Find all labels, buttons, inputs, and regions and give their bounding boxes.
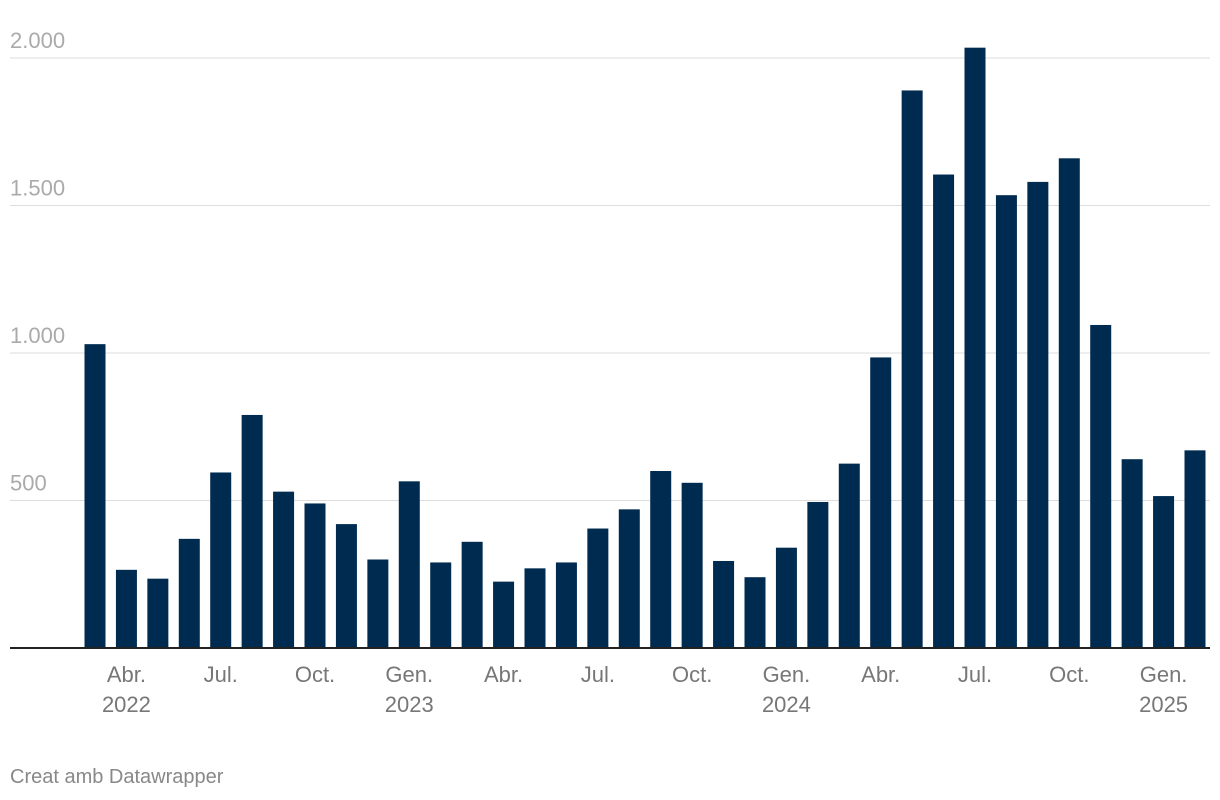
bar xyxy=(178,538,200,648)
x-tick-label: Gen. xyxy=(763,662,811,687)
bar xyxy=(524,568,546,648)
x-tick-label: Abr. xyxy=(484,662,523,687)
x-tick-label: Jul. xyxy=(581,662,615,687)
bar xyxy=(807,501,829,648)
bar xyxy=(493,581,515,648)
bar xyxy=(1058,158,1080,649)
bar xyxy=(210,472,232,648)
bar xyxy=(713,560,735,648)
x-tick-label: Abr. xyxy=(861,662,900,687)
bar xyxy=(84,344,106,648)
bar xyxy=(870,357,892,648)
footer: Creat amb Datawrapper xyxy=(10,766,224,788)
bar xyxy=(964,47,986,649)
bar xyxy=(273,491,295,648)
x-tick-label: Gen. xyxy=(385,662,433,687)
bar xyxy=(650,471,672,648)
bar xyxy=(398,481,420,648)
bar xyxy=(555,562,577,648)
bar xyxy=(618,509,640,648)
bar xyxy=(775,547,797,648)
bar xyxy=(1121,459,1143,648)
bar xyxy=(1027,181,1049,648)
bar xyxy=(115,569,137,648)
x-tick-label: Gen. xyxy=(1140,662,1188,687)
bar xyxy=(430,562,452,648)
bar xyxy=(461,541,483,648)
bar xyxy=(838,463,860,648)
x-tick-label: Oct. xyxy=(672,662,712,687)
bar xyxy=(901,90,923,648)
bar xyxy=(1090,324,1112,648)
x-tick-label: Oct. xyxy=(295,662,335,687)
x-year-label: 2022 xyxy=(102,692,151,717)
bar xyxy=(1184,450,1206,648)
y-tick-label: 500 xyxy=(10,471,47,496)
x-year-label: 2024 xyxy=(762,692,811,717)
bar xyxy=(241,414,263,648)
x-tick-label: Jul. xyxy=(204,662,238,687)
bar xyxy=(995,195,1017,649)
bar xyxy=(335,524,357,648)
x-tick-label: Oct. xyxy=(1049,662,1089,687)
y-tick-label: 1.000 xyxy=(10,323,65,348)
x-tick-label: Jul. xyxy=(958,662,992,687)
bar xyxy=(367,559,389,648)
y-tick-label: 2.000 xyxy=(10,28,65,53)
bar xyxy=(587,528,609,648)
bar xyxy=(304,503,326,648)
bar xyxy=(1153,496,1175,648)
x-year-label: 2025 xyxy=(1139,692,1188,717)
bar xyxy=(933,174,955,648)
bar xyxy=(681,482,703,648)
x-tick-label: Abr. xyxy=(107,662,146,687)
bar xyxy=(744,577,766,648)
bar xyxy=(147,578,169,648)
x-year-label: 2023 xyxy=(385,692,434,717)
y-tick-label: 1.500 xyxy=(10,176,65,201)
